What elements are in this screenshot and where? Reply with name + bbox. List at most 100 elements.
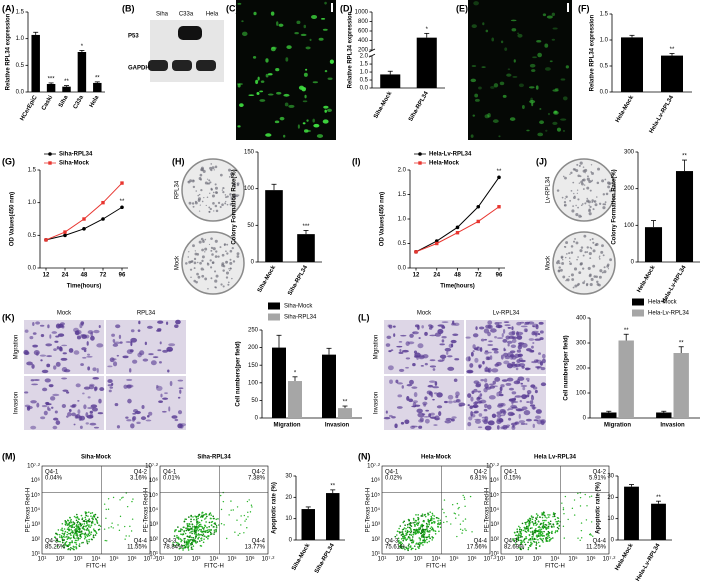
flow-event	[564, 495, 567, 498]
flow-event	[189, 535, 191, 537]
stained-cell	[432, 398, 435, 401]
fluorescence-spot	[283, 93, 290, 97]
flow-event	[87, 519, 90, 522]
flow-event	[80, 542, 83, 544]
stained-cell	[437, 359, 444, 363]
stained-cell	[473, 388, 478, 393]
y-tick-label: 400	[358, 38, 369, 44]
flow-event	[187, 540, 190, 543]
flow-event	[426, 524, 429, 526]
flow-event	[204, 518, 206, 520]
flow-event	[66, 531, 69, 534]
fluorescence-spot	[285, 57, 289, 62]
flow-event	[428, 522, 430, 524]
flow-event	[408, 543, 410, 545]
flow-event	[76, 534, 79, 536]
flow-event	[87, 511, 90, 514]
flow-event	[215, 526, 218, 529]
flow-event	[189, 539, 191, 542]
colony	[596, 181, 600, 185]
stained-cell	[387, 365, 394, 371]
flow-event	[553, 515, 556, 518]
colony	[215, 274, 219, 278]
stained-cell	[474, 419, 481, 424]
flow-y-tick-label: 10⁴	[371, 507, 381, 514]
x-tick-label: Hela	[89, 94, 101, 109]
colony	[201, 259, 204, 263]
stained-cell	[525, 377, 530, 381]
colony	[581, 178, 584, 182]
transwell-row-label: Invasion	[14, 392, 20, 414]
stained-cell	[479, 347, 483, 352]
flow-event	[185, 540, 188, 543]
stained-cell	[516, 335, 523, 340]
stained-cell	[451, 416, 457, 419]
stained-cell	[408, 398, 414, 403]
flow-event	[521, 541, 523, 544]
stained-cell	[500, 354, 504, 360]
flow-event	[198, 513, 201, 516]
colony	[203, 196, 205, 199]
stained-cell	[424, 418, 430, 424]
colony	[194, 250, 196, 252]
stained-cell	[492, 380, 496, 385]
quadrant-name: Q4-1	[504, 470, 518, 476]
flow-event	[427, 530, 430, 533]
stained-cell	[61, 367, 68, 372]
transwell-row-label: Migration	[374, 335, 380, 360]
stained-cell	[450, 343, 454, 348]
lane-label: Hela	[206, 12, 219, 18]
bar	[326, 493, 340, 540]
flow-event	[195, 530, 197, 532]
flow-event	[404, 537, 406, 540]
flow-event	[90, 533, 92, 536]
flow-x-tick-label: 10⁶	[127, 556, 137, 563]
flow-event	[88, 538, 90, 541]
stained-cell	[520, 325, 528, 328]
stained-cell	[88, 385, 95, 390]
panel-label: (L)	[358, 312, 370, 322]
flow-event	[525, 531, 528, 533]
stained-cell	[534, 415, 541, 420]
fluorescence-spot	[248, 94, 255, 97]
stained-cell	[496, 425, 500, 430]
stained-cell	[520, 422, 526, 425]
fluorescence-spot	[504, 47, 508, 51]
fluorescence-spot	[518, 83, 524, 88]
y-axis-label: Cell numbers(per field)	[236, 341, 242, 406]
axis-break	[368, 53, 376, 58]
flow-event	[243, 514, 246, 517]
fluorescence-spot	[303, 72, 308, 77]
fluorescence-spot	[472, 114, 476, 117]
flow-event	[410, 525, 413, 527]
colony	[602, 206, 606, 210]
x-tick-label: HCerEpiC	[20, 94, 40, 122]
stained-cell	[448, 400, 453, 404]
flow-event	[588, 496, 591, 498]
stained-cell	[116, 425, 121, 429]
point	[101, 200, 105, 205]
significance-label: **	[679, 340, 684, 346]
stained-cell	[417, 412, 425, 418]
stained-cell	[125, 341, 132, 343]
flow-event	[425, 528, 428, 531]
fluorescence-spot	[259, 90, 264, 93]
flow-event	[246, 500, 249, 503]
flow-event	[539, 535, 542, 537]
flow-event	[78, 518, 80, 520]
flow-event	[68, 544, 71, 546]
fluorescence-spot	[487, 112, 491, 118]
flow-event	[522, 529, 525, 532]
blot-band	[178, 26, 202, 40]
fluorescence-spot	[286, 45, 292, 50]
flow-y-tick-label: 10⁷·²	[367, 463, 380, 470]
stained-cell	[46, 355, 53, 358]
colony	[227, 281, 230, 284]
flow-event	[579, 539, 581, 542]
flow-event	[409, 546, 412, 548]
stained-cell	[519, 399, 523, 403]
colony	[209, 266, 213, 269]
flow-event	[205, 513, 208, 516]
fluorescence-spot	[478, 86, 482, 90]
y-tick-label: 0.5	[398, 241, 407, 247]
